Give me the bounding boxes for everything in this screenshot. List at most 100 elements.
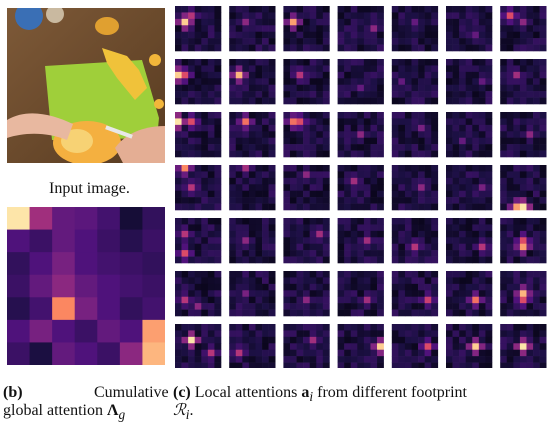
local-attention-tile: [391, 59, 439, 105]
local-attention-tile: [175, 324, 222, 368]
global-attention-cell: [97, 297, 121, 321]
local-attention-tile: [337, 165, 384, 211]
local-attentions-grid: [175, 6, 547, 368]
global-attention-cell: [29, 274, 53, 298]
global-attention-cell: [142, 252, 165, 276]
global-attention-cell: [74, 207, 98, 231]
global-attention-cell: [74, 342, 98, 365]
local-attention-tile: [446, 218, 493, 264]
orange-peels: [102, 48, 147, 100]
local-attention-tile: [446, 271, 493, 317]
global-attention-cell: [29, 229, 53, 253]
global-attention-cell: [29, 297, 53, 321]
local-attention-tile: [446, 112, 493, 158]
global-attention-cell: [52, 229, 76, 253]
global-attention-cell: [7, 297, 31, 321]
global-attention-cell: [97, 207, 121, 231]
local-attention-tile: [391, 218, 439, 264]
local-attention-tile: [500, 218, 547, 264]
local-attention-tile: [391, 324, 439, 368]
global-attention-cell: [7, 274, 31, 298]
local-attention-tile: [283, 218, 330, 264]
local-attention-tile: [446, 165, 493, 211]
local-attention-tile: [337, 271, 384, 317]
global-attention-cell: [142, 319, 165, 343]
local-attention-tile: [500, 271, 547, 317]
local-attention-tile: [500, 112, 547, 158]
input-image: [7, 8, 165, 163]
caption-b-line2: global attention Λg: [3, 402, 126, 423]
input-caption-text: Input image.: [49, 180, 130, 197]
local-attention-tile: [283, 59, 330, 105]
global-attention-cell: [52, 342, 76, 365]
global-attention-cell: [97, 342, 121, 365]
local-attention-tile: [337, 324, 384, 368]
caption-b-tag: (b): [3, 384, 23, 401]
local-attention-tile: [391, 165, 439, 211]
local-attention-tile: [446, 59, 493, 105]
global-attention-cell: [7, 207, 31, 231]
caption-c-line1: (c) Local attentions ai from different f…: [173, 384, 467, 405]
local-attention-tile: [337, 112, 384, 158]
local-attention-tile: [500, 165, 547, 211]
caption-c-tag: (c): [173, 384, 191, 401]
local-attention-tile: [229, 59, 276, 105]
local-attention-tile: [229, 6, 276, 52]
global-attention-cell: [97, 229, 121, 253]
global-attention-cell: [52, 297, 76, 321]
local-attention-tile: [337, 6, 384, 52]
local-attention-tile: [283, 271, 330, 317]
local-attention-tile: [229, 165, 276, 211]
global-attention-cell: [74, 297, 98, 321]
local-attention-tile: [175, 59, 222, 105]
local-attention-tile: [446, 324, 493, 368]
global-attention-cell: [7, 229, 31, 253]
blue-bowl: [15, 8, 43, 30]
global-attention-cell: [52, 207, 76, 231]
local-attention-tile: [229, 271, 276, 317]
global-attention-cell: [29, 252, 53, 276]
global-attention-cell: [142, 297, 165, 321]
local-attention-tile: [229, 324, 276, 368]
global-attention-cell: [97, 252, 121, 276]
local-attention-tile: [391, 6, 439, 52]
global-attention-cell: [29, 319, 53, 343]
global-attention-cell: [97, 274, 121, 298]
global-attention-cell: [97, 319, 121, 343]
global-attention-cell: [142, 229, 165, 253]
local-attention-tile: [283, 6, 330, 52]
local-attention-tile: [500, 59, 547, 105]
global-attention-cell: [52, 252, 76, 276]
local-attention-tile: [391, 271, 439, 317]
global-attention-cell: [7, 319, 31, 343]
local-attention-tile: [446, 6, 493, 52]
global-attention-heatmap: [7, 207, 165, 365]
input-image-caption: Input image.: [7, 178, 165, 202]
local-attention-tile: [500, 324, 547, 368]
local-attention-tile: [175, 112, 222, 158]
local-attention-tile: [229, 112, 276, 158]
left-hand: [7, 113, 73, 140]
local-attention-tile: [229, 218, 276, 264]
global-attention-cell: [29, 342, 53, 365]
local-attention-tile: [337, 59, 384, 105]
local-attention-tile: [175, 218, 222, 264]
global-attention-cell: [142, 342, 165, 365]
local-attention-tile: [175, 271, 222, 317]
knife: [105, 125, 133, 139]
jar: [46, 8, 64, 23]
global-attention-cell: [74, 274, 98, 298]
global-attention-cell: [74, 229, 98, 253]
global-attention-cell: [74, 319, 98, 343]
local-attention-tile: [283, 165, 330, 211]
local-attention-tile: [283, 324, 330, 368]
local-attention-tile: [175, 6, 222, 52]
local-attention-tile: [175, 165, 222, 211]
global-attention-cell: [119, 297, 143, 321]
local-attention-tile: [500, 6, 547, 52]
global-attention-cell: [119, 207, 143, 231]
caption-c-line2: ℛi.: [173, 402, 194, 423]
global-attention-cell: [52, 319, 76, 343]
global-attention-cell: [119, 252, 143, 276]
local-attention-tile: [337, 218, 384, 264]
